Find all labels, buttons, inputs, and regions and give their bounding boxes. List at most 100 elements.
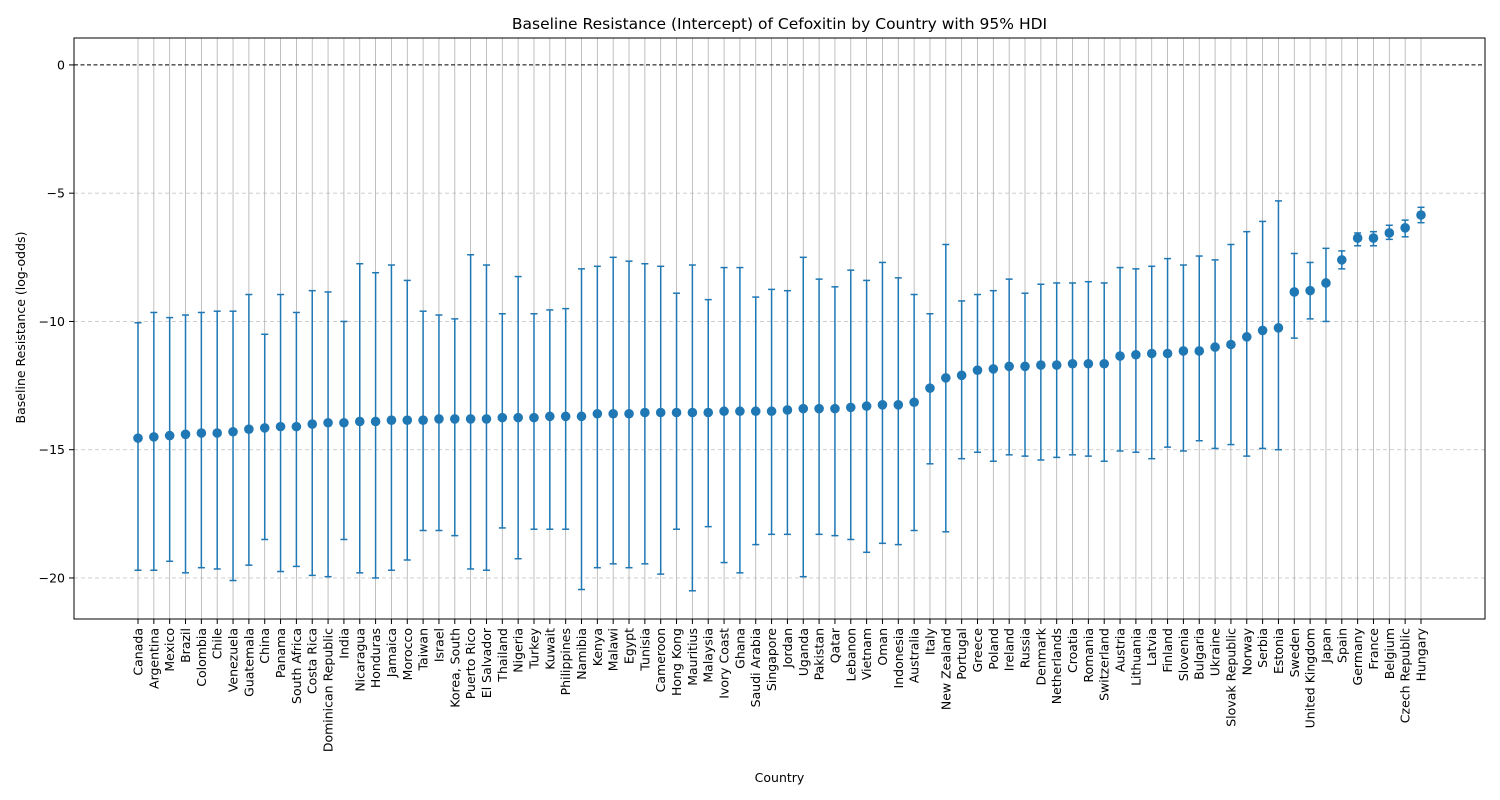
data-point	[196, 428, 207, 438]
x-tick-label: Vietnam	[859, 628, 874, 680]
x-tick-label: Hong Kong	[669, 628, 684, 696]
x-tick-label: Austria	[1113, 628, 1128, 672]
x-tick-label: Saudi Arabia	[748, 628, 763, 707]
data-point	[1226, 339, 1236, 350]
data-point	[1400, 223, 1410, 233]
x-tick-label: France	[1366, 628, 1381, 670]
data-point	[1273, 323, 1284, 333]
x-tick-label: Panama	[273, 628, 288, 678]
y-gridlines	[74, 192, 1485, 579]
x-tick-label: Malaysia	[701, 628, 716, 683]
data-point	[1352, 233, 1363, 243]
x-axis-ticks: Canada Argentina Mexico Brazil Colombia Chile…	[131, 619, 1429, 752]
data-point	[1257, 325, 1268, 336]
data-point	[164, 430, 175, 441]
x-tick-label: Mauritius	[685, 628, 700, 686]
x-tick-label: Egypt	[622, 628, 637, 664]
x-tick-label: Germany	[1350, 627, 1365, 685]
data-point	[972, 365, 983, 375]
data-point	[1099, 358, 1110, 369]
x-tick-label: Ukraine	[1208, 628, 1223, 677]
x-tick-label: South Africa	[289, 628, 304, 704]
data-point	[766, 406, 777, 417]
data-point	[1289, 287, 1300, 297]
data-point	[1067, 358, 1078, 369]
data-point	[418, 415, 428, 426]
data-point	[386, 415, 397, 426]
data-point	[735, 406, 745, 417]
y-tick-label: −5	[47, 186, 65, 201]
x-tick-label: Puerto Rico	[463, 628, 478, 699]
data-point	[228, 426, 238, 437]
x-tick-label: Ireland	[1002, 628, 1017, 671]
x-tick-label: Poland	[986, 628, 1001, 670]
x-tick-label: El Salvador	[479, 627, 494, 698]
data-point	[1083, 358, 1094, 369]
x-tick-label: Russia	[1018, 628, 1033, 668]
data-point	[830, 403, 840, 414]
data-points	[133, 210, 1426, 443]
data-point	[624, 408, 634, 419]
data-point	[244, 424, 254, 434]
data-point	[703, 407, 714, 418]
x-tick-label: Italy	[922, 627, 937, 655]
data-point	[513, 412, 523, 423]
x-tick-label: Switzerland	[1097, 628, 1112, 701]
data-point	[1036, 360, 1046, 370]
data-point	[1321, 278, 1331, 288]
data-point	[925, 383, 935, 393]
data-point	[370, 416, 381, 427]
data-point	[877, 400, 888, 410]
data-point	[671, 407, 682, 418]
data-point	[529, 412, 539, 423]
x-tick-label: Bulgaria	[1192, 628, 1207, 680]
x-tick-label: Greece	[970, 628, 985, 673]
data-point	[1051, 360, 1062, 370]
data-point	[275, 421, 286, 432]
data-point	[592, 408, 603, 419]
x-tick-label: Guatemala	[241, 628, 256, 697]
x-tick-label: Slovenia	[1176, 628, 1191, 681]
x-tick-label: Kuwait	[542, 628, 557, 670]
data-point	[814, 403, 824, 414]
x-tick-label: Denmark	[1033, 627, 1048, 685]
data-point	[845, 402, 856, 413]
x-tick-label: Jamaica	[384, 628, 399, 678]
x-tick-label: Canada	[131, 628, 146, 676]
x-axis-label: Country	[755, 770, 805, 785]
x-tick-label: Colombia	[194, 628, 209, 687]
y-tick-label: 0	[57, 57, 65, 72]
data-point	[640, 407, 650, 418]
x-tick-label: Dominican Republic	[321, 628, 336, 752]
x-tick-label: Malawi	[606, 628, 621, 671]
data-point	[180, 429, 191, 440]
x-tick-label: Sweden	[1287, 628, 1302, 677]
x-tick-label: Indonesia	[891, 628, 906, 688]
x-tick-label: Philippines	[558, 628, 573, 695]
x-tick-label: Qatar	[827, 627, 842, 663]
x-tick-label: Hungary	[1414, 627, 1429, 681]
x-tick-label: India	[336, 628, 351, 659]
data-point	[750, 406, 761, 417]
data-point	[687, 407, 698, 418]
data-point	[259, 423, 270, 433]
x-tick-label: Finland	[1160, 628, 1175, 673]
data-point	[545, 411, 555, 422]
x-tick-label: Kenya	[590, 628, 605, 666]
data-point	[893, 400, 904, 410]
y-axis-ticks: 0 −5 −10 −15 −20	[39, 57, 74, 585]
x-tick-label: Honduras	[368, 628, 383, 688]
x-tick-label: Portugal	[954, 628, 969, 680]
x-tick-label: China	[257, 628, 272, 664]
data-point	[434, 414, 444, 424]
data-point	[1416, 210, 1426, 220]
data-point	[861, 401, 872, 411]
plot-frame	[73, 37, 1486, 620]
x-tick-label: Belgium	[1382, 628, 1397, 679]
data-point	[956, 370, 967, 381]
data-point	[291, 421, 302, 432]
data-point	[608, 408, 618, 419]
x-tick-label: Korea, South	[447, 628, 462, 708]
data-point	[449, 414, 460, 424]
